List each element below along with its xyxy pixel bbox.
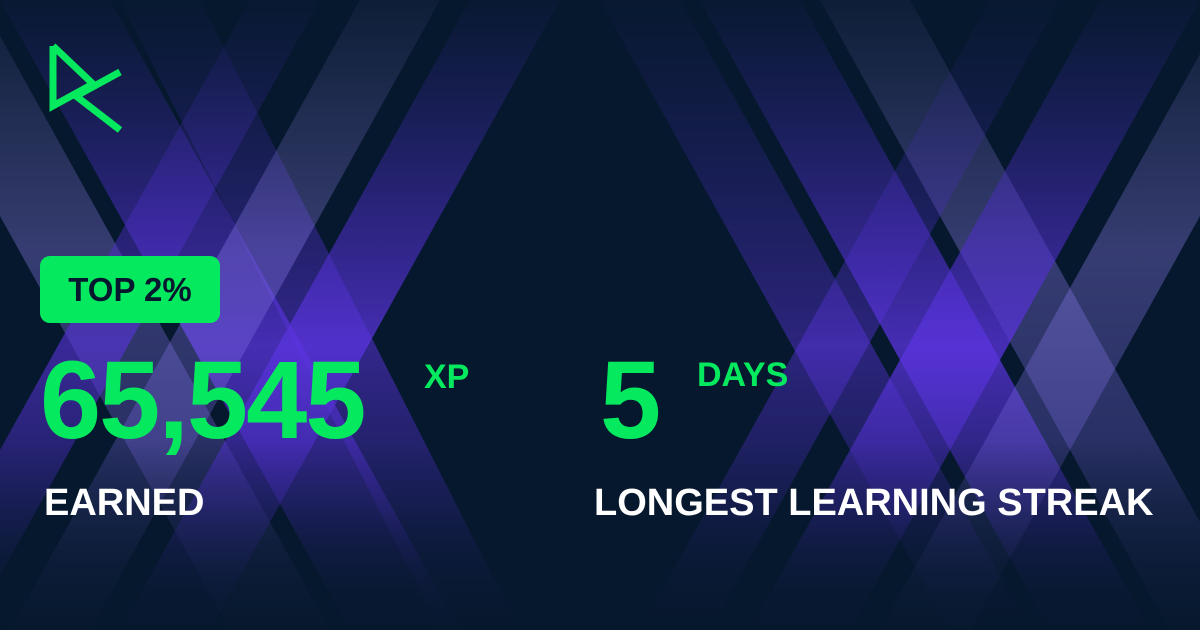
xp-value: 65,545 bbox=[40, 339, 366, 462]
streak-caption: LONGEST LEARNING STREAK bbox=[594, 482, 1154, 524]
xp-unit: XP bbox=[424, 358, 470, 396]
streak-value: 5 bbox=[600, 339, 662, 462]
rank-badge: TOP 2% bbox=[40, 256, 220, 323]
streak-unit: DAYS bbox=[697, 356, 789, 394]
xp-caption: EARNED bbox=[44, 482, 205, 524]
datacamp-logo-icon bbox=[49, 43, 123, 133]
